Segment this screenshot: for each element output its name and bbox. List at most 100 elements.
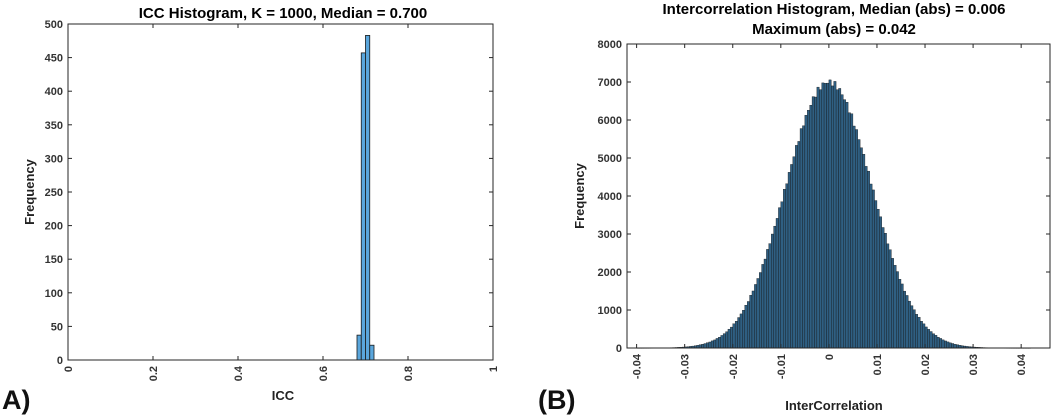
bars [356,35,375,361]
histogram-bar [826,82,830,349]
x-tick-label: 0.04 [1016,353,1028,375]
x-tick-label: 0.6 [318,366,330,381]
histogram-bar [804,115,808,349]
histogram-bar [773,225,777,349]
y-axis-label: Frequency [22,158,37,225]
histogram-bar [891,258,894,349]
x-tick-label: -0.03 [680,354,692,379]
histogram-bar [910,305,914,349]
histogram-bar [783,189,786,349]
y-tick-label: 200 [45,221,63,233]
histogram-bar [867,170,870,349]
histogram-bar [876,209,880,349]
histogram-bar [852,125,856,349]
icc-histogram-chart: ICC Histogram, K = 1000, Median = 0.700 … [2,5,500,415]
histogram-bar [751,290,755,349]
histogram-bar [778,207,781,349]
histogram-bar [845,102,849,349]
histogram-bar [771,233,774,349]
histogram-bar [737,317,741,349]
histogram-bar [915,314,918,349]
y-tick-label: 300 [45,153,63,165]
histogram-bar [823,83,827,349]
y-tick-label: 500 [45,19,63,31]
x-tick-label: 0 [63,366,75,372]
x-tick-label: 1 [488,366,500,372]
histogram-bar [936,337,940,349]
y-tick-label: 2000 [598,267,622,279]
chart-title: Intercorrelation Histogram, Median (abs)… [662,1,1005,18]
histogram-bar [766,249,769,349]
plot-frame [67,23,494,361]
histogram-bar [756,278,760,349]
histogram-bar [896,271,899,349]
histogram-bar [761,264,765,349]
histogram-bar [734,321,738,349]
histogram-bar [953,344,957,349]
y-tick-label: 5000 [598,153,622,165]
histogram-bar [838,88,842,349]
histogram-bar [763,258,767,349]
histogram-bar [802,125,806,349]
bars [636,79,1031,349]
y-tick-label: 4000 [598,191,622,203]
histogram-bar [807,110,810,349]
histogram-bar [833,81,837,349]
histogram-bar [785,183,789,349]
histogram-bar [718,337,721,349]
histogram-bar [701,344,705,349]
histogram-bar [888,249,892,349]
histogram-bar [722,333,726,349]
chart-title: ICC Histogram, K = 1000, Median = 0.700 [139,5,427,22]
histogram-bar [893,265,897,349]
histogram-bar [847,112,851,349]
histogram-bar [932,333,935,349]
x-tick-label: 0.4 [233,365,245,381]
histogram-bar [944,340,947,349]
histogram-bar [886,243,890,349]
y-tick-label: 1000 [598,305,622,317]
intercorrelation-histogram-chart: Intercorrelation Histogram, Median (abs)… [538,1,1051,415]
histogram-bar [869,183,873,349]
histogram-bar [840,94,844,349]
histogram-bar [843,99,846,349]
y-tick-label: 400 [45,86,63,98]
histogram-bar [814,96,818,349]
histogram-bar [754,284,757,349]
histogram-bar [948,342,952,349]
y-tick-label: 0 [616,343,622,355]
histogram-bar [874,200,878,349]
histogram-bar [859,147,863,349]
y-tick-label: 7000 [598,77,622,89]
y-tick-labels: 0 50 100 150 200 250 300 350 400 450 500 [45,19,493,367]
y-tick-label: 8000 [598,39,622,51]
histogram-bar [862,154,866,349]
y-tick-label: 250 [45,187,63,199]
histogram-bar [787,172,791,349]
histogram-bar [898,279,902,349]
panel-label-a: A) [2,385,31,415]
histogram-bar [900,283,904,349]
histogram-bar [905,295,909,349]
histogram-bar [799,128,803,349]
histogram-bar [713,339,717,349]
x-tick-label: 0 [824,354,836,360]
histogram-bar [871,189,875,349]
y-tick-label: 100 [45,288,63,300]
x-tick-label: 0.01 [872,354,884,375]
x-tick-labels: 0 0.2 0.4 0.6 0.8 1 [63,24,500,381]
histogram-bar [768,243,772,349]
histogram-bar [790,164,794,349]
histogram-bar [946,341,950,349]
y-tick-label: 6000 [598,115,622,127]
histogram-bar [816,86,820,349]
y-axis-label: Frequency [572,162,587,229]
histogram-bar [939,338,943,349]
y-tick-labels: 0 1000 2000 3000 4000 5000 6000 7000 8000 [598,39,1050,355]
histogram-bar [941,339,945,349]
histogram-bar [749,295,753,349]
x-tick-label: 0.2 [148,366,160,381]
y-tick-label: 450 [45,53,63,65]
y-tick-label: 3000 [598,229,622,241]
